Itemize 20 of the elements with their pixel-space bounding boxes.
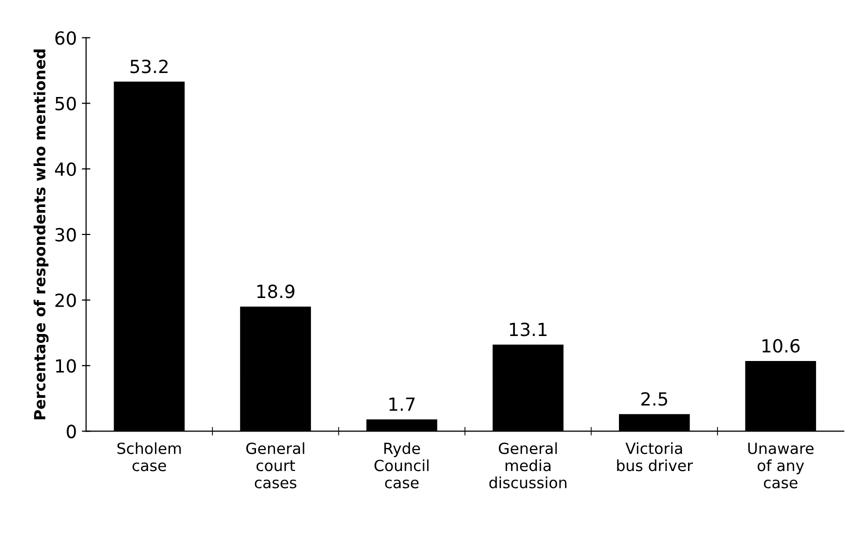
x-tick-label: General media discussion <box>489 442 566 488</box>
x-tick-label: General court cases <box>246 442 304 488</box>
y-tick-label: 0 <box>66 424 76 438</box>
data-label: 10.6 <box>762 338 800 353</box>
data-label: 13.1 <box>510 322 547 336</box>
x-tick-label: Victoria bus driver <box>617 442 693 472</box>
x-tick-label: Unaware of any case <box>748 442 814 488</box>
y-tick-label: 60 <box>55 31 76 45</box>
data-label: 53.2 <box>130 60 168 74</box>
data-label: 18.9 <box>257 284 294 298</box>
y-tick-label: 10 <box>56 359 76 373</box>
y-tick-label: 50 <box>55 96 76 110</box>
data-label: 1.7 <box>389 398 415 411</box>
x-tick-label: Ryde Council case <box>374 442 428 488</box>
y-tick-label: 30 <box>55 228 76 242</box>
y-axis-title: Percentage of respondents who mentioned <box>34 50 49 420</box>
y-tick-label: 20 <box>55 294 76 308</box>
data-label: 2.5 <box>641 392 668 406</box>
y-tick-label: 40 <box>54 162 76 176</box>
x-tick-label: Scholem case <box>117 442 181 472</box>
